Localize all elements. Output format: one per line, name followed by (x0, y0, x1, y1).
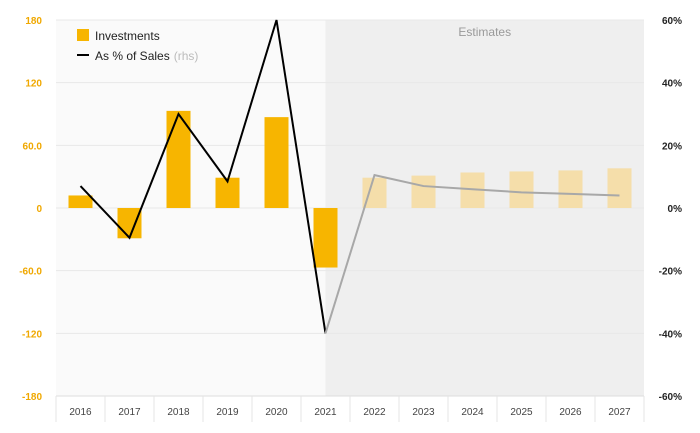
line-sales-pct-estimate (324, 173, 620, 334)
x-tick-label: 2021 (314, 407, 337, 418)
bar-2025 (509, 171, 534, 208)
right-tick-label: -60% (659, 392, 682, 403)
x-tick-label: 2020 (265, 407, 288, 418)
bar-2021 (313, 208, 338, 268)
line-series (79, 19, 620, 334)
x-tick-label: 2018 (167, 407, 190, 418)
x-tick-label: 2023 (412, 407, 435, 418)
right-tick-label: 60% (662, 16, 682, 27)
legend-label-sales-pct-name: As % of Sales (95, 49, 170, 63)
x-tick-label: 2025 (510, 407, 533, 418)
x-tick-label: 2026 (559, 407, 582, 418)
x-tick-label: 2017 (118, 407, 141, 418)
bar-2016 (68, 195, 93, 208)
right-tick-label: 40% (662, 79, 682, 90)
x-axis: 2016 2017 2018 2019 2020 2021 2022 2023 2024 2025… (55, 395, 645, 422)
right-axis-ticks: 60% 40% 20% 0% -20% -40% -60% (659, 16, 682, 403)
left-tick-label: 120 (25, 79, 42, 90)
left-axis-ticks: 180 120 60.0 0 -60.0 -120 -180 (19, 16, 42, 403)
legend-label-sales-pct: As % of Sales (rhs) (95, 49, 198, 63)
left-tick-label: 60.0 (23, 141, 43, 152)
bar-2017 (117, 208, 142, 239)
legend-label-rhs-suffix: (rhs) (174, 49, 199, 63)
left-tick-label: -120 (22, 329, 42, 340)
x-tick-label: 2016 (69, 407, 92, 418)
right-tick-label: -40% (659, 329, 682, 340)
bar-series (68, 110, 632, 268)
x-tick-label: 2027 (608, 407, 631, 418)
legend-label-investments: Investments (95, 29, 160, 43)
left-tick-label: -180 (22, 392, 42, 403)
bar-2027 (607, 168, 632, 208)
right-tick-label: -20% (659, 267, 682, 278)
left-tick-label: 0 (36, 204, 42, 215)
line-sales-pct-actual (79, 19, 327, 334)
legend: Investments As % of Sales (rhs) (77, 29, 198, 63)
left-tick-label: 180 (25, 16, 42, 27)
x-tick-label: 2022 (363, 407, 386, 418)
x-tick-label: 2019 (216, 407, 239, 418)
bar-2023 (411, 175, 436, 208)
bar-2020 (264, 117, 289, 208)
x-tick-label: 2024 (461, 407, 484, 418)
right-tick-label: 20% (662, 141, 682, 152)
legend-swatch-investments (77, 29, 89, 41)
right-tick-label: 0% (668, 204, 683, 215)
left-tick-label: -60.0 (19, 267, 42, 278)
bar-2018 (166, 110, 191, 208)
estimates-label: Estimates (458, 25, 511, 39)
bar-2026 (558, 170, 583, 208)
